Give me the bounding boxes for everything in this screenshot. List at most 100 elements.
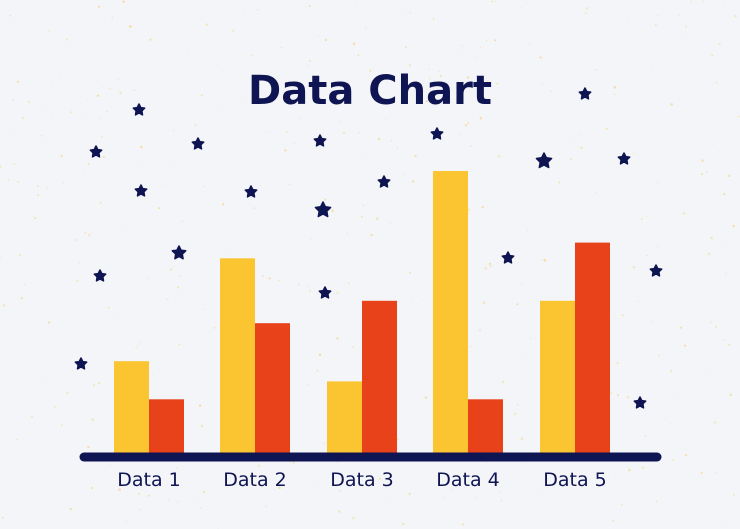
speckle-dot — [240, 248, 242, 251]
speckle-dot — [408, 64, 411, 67]
speckle-dot — [178, 343, 181, 346]
speckle-dot — [633, 152, 635, 154]
star-icon — [649, 264, 663, 277]
star-icon — [633, 396, 647, 409]
speckle-dot — [491, 0, 494, 3]
speckle-dot — [78, 261, 81, 264]
speckle-dot — [466, 121, 470, 125]
speckle-dot — [177, 286, 180, 289]
x-tick-label: Data 3 — [330, 469, 394, 491]
speckle-dot — [84, 231, 87, 234]
speckle-dot — [570, 158, 573, 161]
speckle-dot — [390, 498, 392, 500]
speckle-dot — [501, 380, 505, 384]
bar-yellow-4 — [433, 171, 468, 453]
speckle-dot — [93, 384, 96, 387]
speckle-dot — [364, 26, 367, 29]
speckle-dot — [4, 102, 6, 103]
speckle-dot — [715, 325, 718, 328]
speckle-dot — [87, 99, 89, 102]
speckle-dot — [459, 133, 462, 136]
speckle-dot — [718, 42, 721, 46]
speckle-dot — [580, 146, 583, 149]
speckle-dot — [88, 233, 91, 237]
speckle-dot — [124, 19, 126, 21]
speckle-dot — [574, 138, 576, 140]
speckle-dot — [1, 516, 4, 519]
speckle-dot — [137, 160, 139, 162]
speckle-dot — [91, 486, 94, 490]
speckle-dot — [396, 146, 399, 149]
speckle-dot — [265, 131, 268, 134]
speckle-dot — [298, 117, 301, 119]
speckle-dot — [27, 100, 31, 104]
speckle-dot — [612, 519, 615, 522]
speckle-dot — [700, 472, 703, 474]
speckle-dot — [670, 370, 673, 373]
speckle-dot — [628, 469, 631, 472]
speckle-dot — [194, 124, 197, 127]
star-decorations — [74, 87, 663, 409]
speckle-dot — [336, 337, 339, 340]
bar-red-3 — [362, 300, 397, 453]
speckle-dot — [488, 262, 492, 266]
speckle-dot — [655, 500, 658, 503]
speckle-dot — [722, 519, 724, 522]
speckle-dot — [486, 461, 488, 463]
speckle-dot — [728, 343, 731, 346]
speckle-dot — [458, 52, 459, 54]
speckle-dot — [370, 233, 373, 237]
bar-group — [114, 171, 610, 453]
speckle-dot — [84, 115, 86, 118]
speckle-dot — [585, 7, 589, 10]
speckle-dot — [236, 483, 238, 486]
speckle-dot — [41, 134, 43, 137]
speckle-dot — [711, 54, 714, 57]
star-icon — [501, 251, 515, 264]
speckle-dot — [541, 259, 543, 261]
speckle-dot — [485, 39, 488, 42]
speckle-dot — [293, 149, 295, 151]
speckle-dot — [644, 434, 647, 437]
speckle-dot — [514, 412, 517, 415]
speckle-dot — [541, 84, 543, 86]
speckle-dot — [47, 321, 51, 324]
speckle-dot — [98, 382, 101, 384]
speckle-dot — [709, 271, 711, 273]
bar-yellow-1 — [114, 361, 149, 453]
speckle-dot — [657, 15, 659, 17]
speckle-dot — [181, 220, 183, 222]
speckle-dot — [70, 111, 73, 114]
star-icon — [535, 152, 553, 169]
speckle-dot — [221, 203, 225, 206]
bar-yellow-2 — [220, 258, 255, 453]
speckle-dot — [558, 181, 561, 184]
speckle-dot — [109, 87, 111, 90]
speckle-dot — [213, 326, 216, 329]
speckle-dot — [158, 207, 161, 210]
speckle-dot — [292, 101, 295, 104]
speckle-dot — [66, 391, 69, 394]
speckle-dot — [461, 44, 463, 47]
star-icon — [74, 357, 88, 370]
bar-red-5 — [575, 242, 610, 453]
speckle-dot — [202, 491, 205, 494]
star-icon — [578, 87, 592, 100]
speckle-dot — [53, 405, 56, 408]
speckle-dot — [637, 300, 639, 302]
speckle-dot — [56, 465, 58, 467]
speckle-dot — [479, 46, 482, 49]
speckle-dot — [628, 16, 630, 17]
speckle-dot — [578, 133, 580, 135]
speckle-dot — [409, 12, 412, 14]
speckle-dot — [593, 217, 595, 219]
speckle-dot — [309, 59, 312, 62]
speckle-dot — [708, 369, 710, 371]
speckle-dot — [82, 173, 84, 175]
speckle-dot — [412, 180, 415, 183]
speckle-dot — [61, 424, 63, 426]
speckle-dot — [670, 103, 673, 106]
speckle-dot — [336, 291, 339, 294]
